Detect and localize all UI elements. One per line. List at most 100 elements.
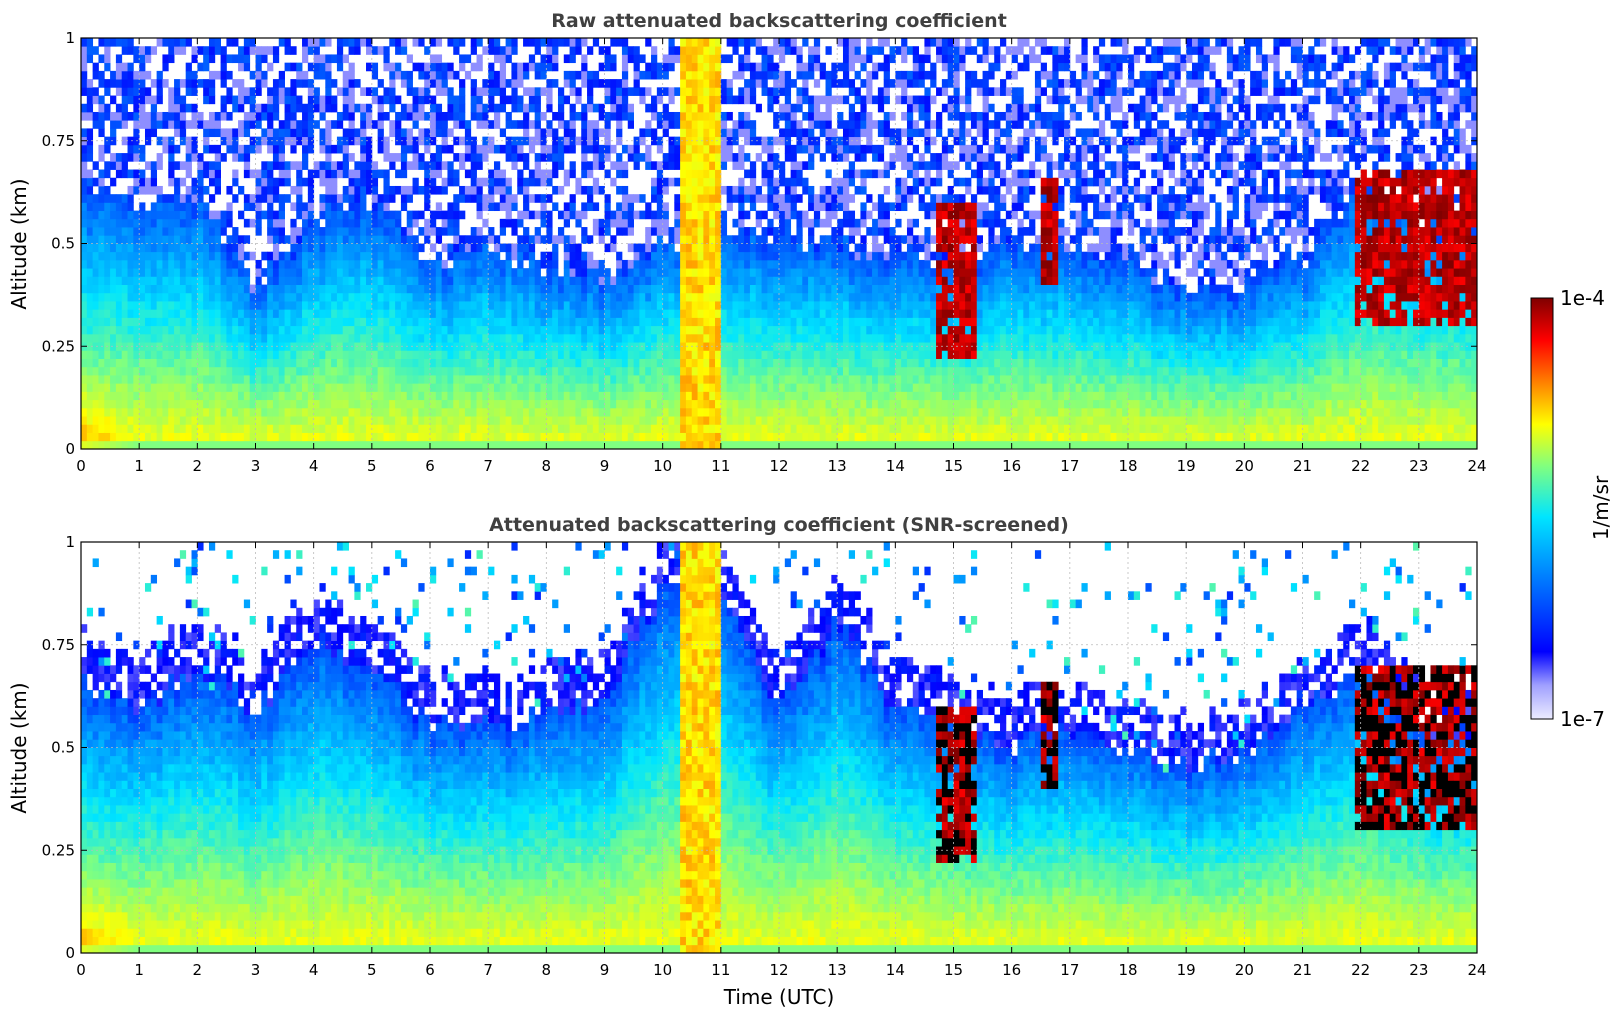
heatmap-cell <box>278 87 285 96</box>
heatmap-cell <box>383 144 390 154</box>
heatmap-cell <box>208 144 216 154</box>
heatmap-cell <box>98 218 105 228</box>
heatmap-cell <box>773 358 780 368</box>
heatmap-cell <box>563 440 570 449</box>
heatmap-cell <box>557 38 565 47</box>
heatmap-cell <box>592 292 600 302</box>
heatmap-cell <box>598 284 605 294</box>
heatmap-cell <box>348 432 355 442</box>
heatmap-cell <box>749 350 757 359</box>
heatmap-cell <box>261 317 268 327</box>
heatmap-cell <box>680 194 687 203</box>
heatmap-cell <box>627 432 634 442</box>
heatmap-cell <box>523 366 530 376</box>
heatmap-cell <box>610 62 617 72</box>
heatmap-cell <box>104 375 111 384</box>
heatmap-cell <box>232 169 239 179</box>
heatmap-cell <box>505 416 512 425</box>
heatmap-cell <box>557 440 565 449</box>
heatmap-cell <box>98 70 105 80</box>
heatmap-cell <box>523 358 530 368</box>
heatmap-cell <box>680 251 687 261</box>
heatmap-cell <box>720 87 728 96</box>
heatmap-cell <box>744 391 751 401</box>
heatmap-cell <box>150 259 158 269</box>
heatmap-cell <box>697 194 704 203</box>
heatmap-cell <box>261 284 268 294</box>
heatmap-cell <box>610 54 617 64</box>
heatmap-cell <box>540 416 547 425</box>
heatmap-cell <box>767 169 774 179</box>
heatmap-cell <box>464 416 472 425</box>
heatmap-cell <box>552 375 559 384</box>
heatmap-cell <box>767 383 774 392</box>
heatmap-cell <box>517 342 524 351</box>
heatmap-cell <box>110 292 117 302</box>
heatmap-cell <box>755 342 762 351</box>
heatmap-cell <box>226 358 233 368</box>
heatmap-cell <box>400 144 408 154</box>
heatmap-cell <box>307 103 315 113</box>
heatmap-cell <box>476 185 483 195</box>
heatmap-cell <box>552 399 559 409</box>
heatmap-cell <box>243 333 251 343</box>
heatmap-cell <box>220 218 227 228</box>
heatmap-cell <box>174 202 181 212</box>
heatmap-cell <box>517 169 524 179</box>
heatmap-cell <box>232 259 239 269</box>
heatmap-cell <box>685 366 693 376</box>
heatmap-cell <box>691 342 698 351</box>
heatmap-cell <box>383 309 390 318</box>
heatmap-cell <box>144 268 152 277</box>
heatmap-cell <box>523 276 530 285</box>
heatmap-cell <box>621 202 629 212</box>
heatmap-cell <box>738 333 745 343</box>
heatmap-cell <box>616 120 623 129</box>
heatmap-cell <box>360 136 367 146</box>
heatmap-cell <box>336 46 344 55</box>
heatmap-cell <box>703 416 710 425</box>
heatmap-cell <box>563 144 570 154</box>
heatmap-cell <box>621 309 629 318</box>
heatmap-cell <box>761 268 768 277</box>
heatmap-cell <box>360 342 367 351</box>
heatmap-cell <box>418 227 425 236</box>
heatmap-cell <box>214 309 221 318</box>
heatmap-cell <box>587 440 594 449</box>
heatmap-cell <box>395 325 402 335</box>
heatmap-cell <box>162 276 169 285</box>
heatmap-cell <box>476 268 483 277</box>
heatmap-cell <box>220 407 227 417</box>
heatmap-cell <box>336 243 344 253</box>
heatmap-cell <box>732 46 739 55</box>
heatmap-cell <box>348 325 355 335</box>
heatmap-cell <box>680 227 687 236</box>
heatmap-cell <box>557 185 565 195</box>
heatmap-cell <box>720 259 728 269</box>
heatmap-cell <box>98 210 105 220</box>
heatmap-cell <box>656 292 664 302</box>
heatmap-cell <box>691 383 698 392</box>
heatmap-cell <box>377 227 384 236</box>
heatmap-cell <box>360 366 367 376</box>
heatmap-cell <box>377 268 384 277</box>
heatmap-cell <box>744 350 751 359</box>
heatmap-cell <box>412 416 419 425</box>
heatmap-cell <box>307 333 315 343</box>
heatmap-cell <box>86 227 94 236</box>
heatmap-cell <box>395 399 402 409</box>
heatmap-cell <box>179 259 187 269</box>
heatmap-cell <box>325 407 332 417</box>
heatmap-cell <box>296 259 303 269</box>
heatmap-cell <box>697 136 704 146</box>
heatmap-cell <box>685 38 693 47</box>
heatmap-cell <box>656 383 664 392</box>
heatmap-cell <box>127 268 134 277</box>
heatmap-cell <box>697 87 704 96</box>
heatmap-cell <box>325 317 332 327</box>
heatmap-cell <box>592 38 600 47</box>
heatmap-cell <box>296 62 303 72</box>
heatmap-cell <box>592 375 600 384</box>
heatmap-cell <box>418 350 425 359</box>
heatmap-cell <box>81 301 88 310</box>
